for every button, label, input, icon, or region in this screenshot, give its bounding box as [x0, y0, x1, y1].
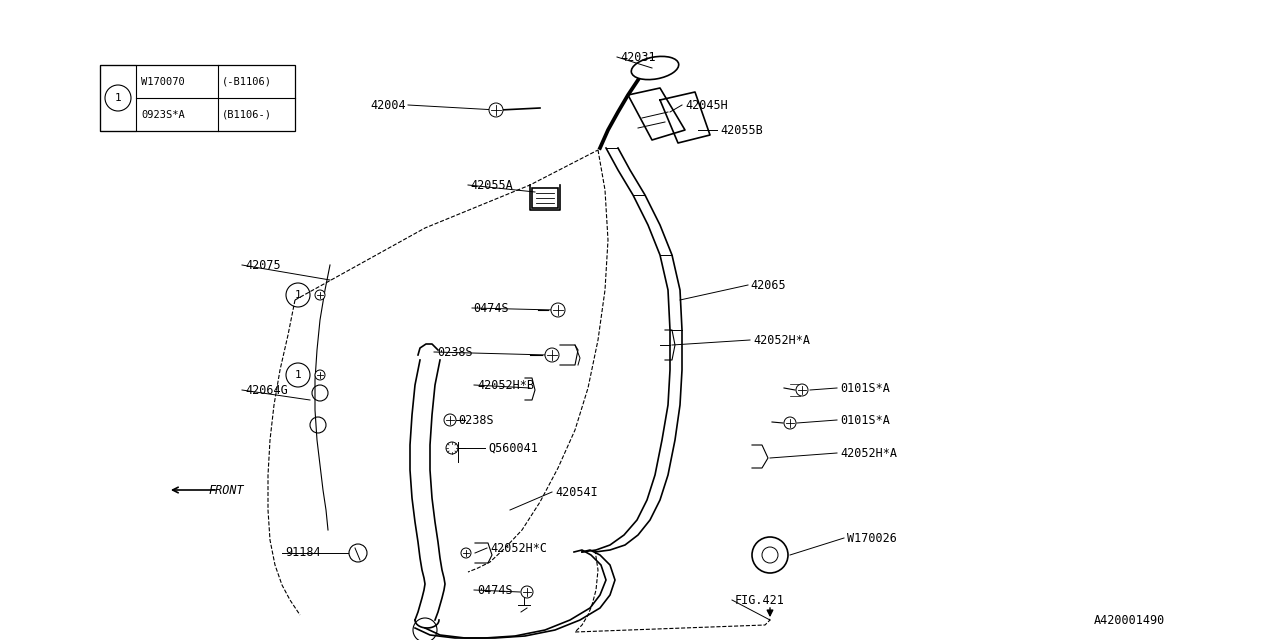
Circle shape: [315, 290, 325, 300]
Circle shape: [521, 586, 532, 598]
Text: 1: 1: [115, 93, 122, 103]
Text: 42052H*B: 42052H*B: [477, 378, 534, 392]
Circle shape: [489, 103, 503, 117]
Circle shape: [783, 417, 796, 429]
Text: 0238S: 0238S: [458, 413, 494, 426]
Circle shape: [796, 384, 808, 396]
Text: 42055A: 42055A: [470, 179, 513, 191]
Text: 42031: 42031: [620, 51, 655, 63]
Text: 0101S*A: 0101S*A: [840, 413, 890, 426]
Bar: [532, 188, 558, 208]
Circle shape: [315, 370, 325, 380]
Text: 0474S: 0474S: [474, 301, 508, 314]
Text: 42045H: 42045H: [685, 99, 728, 111]
Text: 0101S*A: 0101S*A: [840, 381, 890, 394]
Text: 0238S: 0238S: [436, 346, 472, 358]
Text: (B1106-): (B1106-): [221, 109, 273, 120]
Circle shape: [545, 348, 559, 362]
Text: W170070: W170070: [141, 77, 184, 86]
Text: (-B1106): (-B1106): [221, 77, 273, 86]
Text: 1: 1: [294, 290, 301, 300]
Text: 1: 1: [294, 370, 301, 380]
Circle shape: [445, 442, 458, 454]
Text: 42052H*A: 42052H*A: [840, 447, 897, 460]
Text: FRONT: FRONT: [207, 483, 243, 497]
Text: 42064G: 42064G: [244, 383, 288, 397]
Circle shape: [550, 303, 564, 317]
Text: 42052H*C: 42052H*C: [490, 541, 547, 554]
Text: 42054I: 42054I: [556, 486, 598, 499]
Text: A420001490: A420001490: [1093, 614, 1165, 627]
Text: Q560041: Q560041: [488, 442, 538, 454]
Text: 42065: 42065: [750, 278, 786, 291]
Bar: [100, 65, 294, 131]
Bar: [100, 65, 136, 131]
Text: 91184: 91184: [285, 547, 320, 559]
Text: FIG.421: FIG.421: [735, 593, 785, 607]
Text: 0923S*A: 0923S*A: [141, 109, 184, 120]
Circle shape: [461, 548, 471, 558]
Text: 42052H*A: 42052H*A: [753, 333, 810, 346]
Text: 42075: 42075: [244, 259, 280, 271]
Text: 42055B: 42055B: [719, 124, 763, 136]
Text: 0474S: 0474S: [477, 584, 512, 596]
Circle shape: [444, 414, 456, 426]
Text: W170026: W170026: [847, 531, 897, 545]
Text: 42004: 42004: [370, 99, 406, 111]
